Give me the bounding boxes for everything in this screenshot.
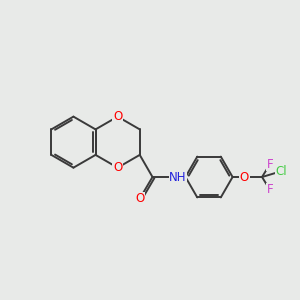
Text: O: O <box>240 170 249 184</box>
Text: Cl: Cl <box>276 165 287 178</box>
Text: O: O <box>113 110 122 123</box>
Text: O: O <box>135 192 144 205</box>
Text: O: O <box>113 161 122 174</box>
Text: F: F <box>267 158 273 171</box>
Text: NH: NH <box>169 170 187 184</box>
Text: F: F <box>267 183 273 196</box>
